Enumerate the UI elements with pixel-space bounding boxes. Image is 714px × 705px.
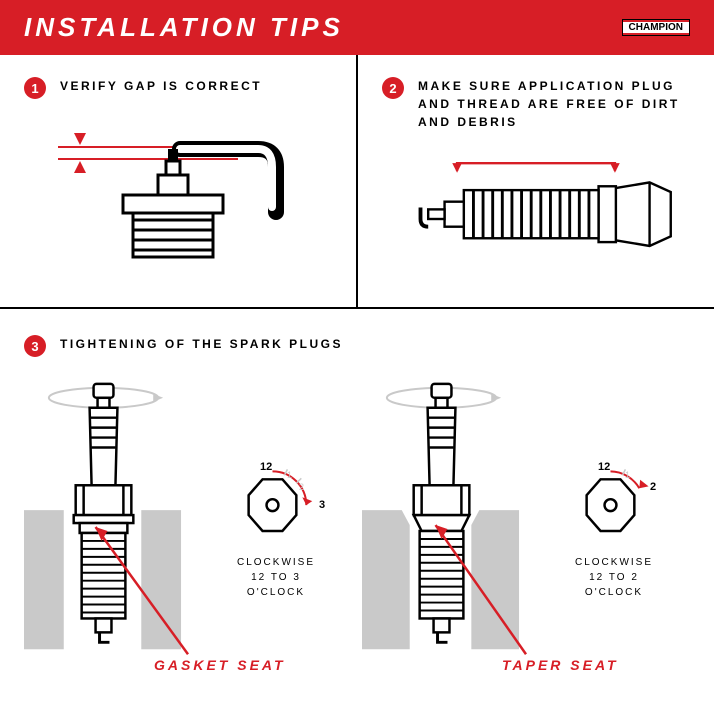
thread-svg <box>382 149 690 289</box>
clockwise-label-left: CLOCKWISE 12 TO 3 O'CLOCK <box>226 555 326 600</box>
champion-logo: CHAMPION <box>622 19 690 36</box>
clockwise-label-right: CLOCKWISE 12 TO 2 O'CLOCK <box>564 555 664 600</box>
clock-3-label: 3 <box>319 499 325 511</box>
infographic-root: INSTALLATION TIPS CHAMPION 1 VERIFY GAP … <box>0 0 714 705</box>
taper-seat-group: 12 2 1 CLOCKWISE 12 TO 2 O'CLOCK TAPER S… <box>362 375 690 685</box>
step-1-header: 1 VERIFY GAP IS CORRECT <box>24 77 332 99</box>
gasket-seat-label: GASKET SEAT <box>154 657 286 673</box>
step-1-title: VERIFY GAP IS CORRECT <box>60 77 262 95</box>
step-2-header: 2 MAKE SURE APPLICATION PLUG AND THREAD … <box>382 77 690 131</box>
step-2-badge: 2 <box>382 77 404 99</box>
taper-svg <box>362 375 690 685</box>
page-title: INSTALLATION TIPS <box>24 12 344 43</box>
step-2-title: MAKE SURE APPLICATION PLUG AND THREAD AR… <box>418 77 690 131</box>
gasket-svg <box>24 375 352 685</box>
panel-step-2: 2 MAKE SURE APPLICATION PLUG AND THREAD … <box>358 55 714 307</box>
gasket-seat-group: 12 3 1 2 CLOCKWISE 12 TO 3 O'CLOCK GASKE… <box>24 375 352 685</box>
panel-step-3: 3 TIGHTENING OF THE SPARK PLUGS <box>0 309 714 705</box>
gap-svg <box>24 117 332 257</box>
tightening-row: 12 3 1 2 CLOCKWISE 12 TO 3 O'CLOCK GASKE… <box>24 375 690 685</box>
clock-2-label: 2 <box>650 481 656 493</box>
step-1-badge: 1 <box>24 77 46 99</box>
step-3-header: 3 TIGHTENING OF THE SPARK PLUGS <box>24 335 690 357</box>
thread-illustration <box>382 149 690 289</box>
top-row: 1 VERIFY GAP IS CORRECT <box>0 55 714 309</box>
gap-illustration <box>24 117 332 257</box>
taper-seat-label: TAPER SEAT <box>502 657 619 673</box>
step-3-title: TIGHTENING OF THE SPARK PLUGS <box>60 335 343 353</box>
step-3-badge: 3 <box>24 335 46 357</box>
panel-step-1: 1 VERIFY GAP IS CORRECT <box>0 55 358 307</box>
clock-12-label: 12 <box>260 461 272 473</box>
header-bar: INSTALLATION TIPS CHAMPION <box>0 0 714 55</box>
clock-12-label-r: 12 <box>598 461 610 473</box>
